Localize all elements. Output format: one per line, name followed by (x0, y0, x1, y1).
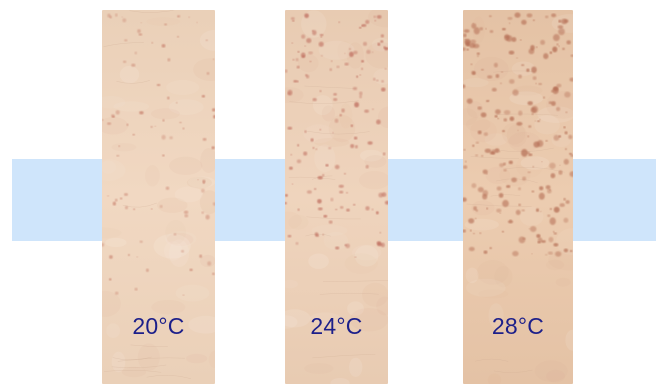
temperature-label: 28°C (491, 313, 545, 339)
skin-sample-20c: 20°C (102, 10, 215, 384)
skin-sample-28c: 28°C (463, 10, 573, 384)
temperature-label: 24°C (310, 313, 363, 339)
skin-texture-image (285, 10, 388, 384)
skin-texture-image (102, 10, 215, 384)
skin-sample-24c: 24°C (285, 10, 388, 384)
temperature-label: 20°C (132, 313, 185, 339)
skin-texture-image (463, 10, 573, 384)
